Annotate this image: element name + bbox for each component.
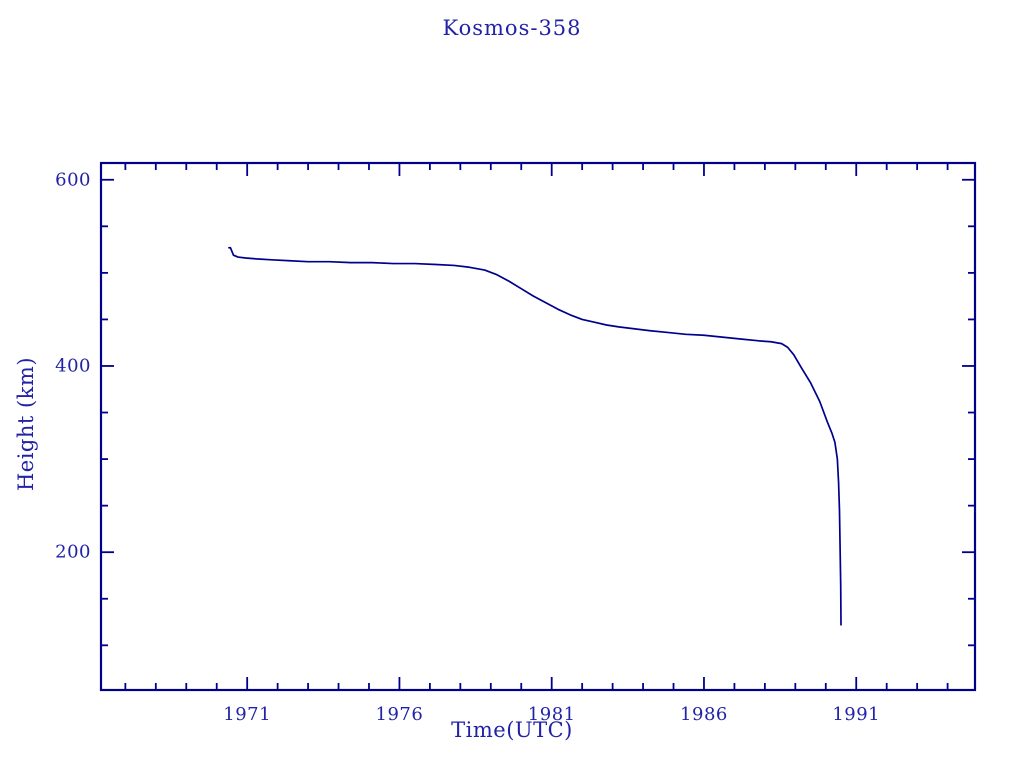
x-tick-label: 1971: [223, 704, 272, 725]
y-tick-label: 400: [55, 355, 91, 377]
y-tick-label: 600: [55, 169, 91, 191]
series-line-0: [228, 246, 842, 626]
chart-title: Kosmos-358: [442, 16, 582, 40]
x-tick-label: 1981: [527, 704, 576, 725]
y-tick-label: 200: [55, 541, 91, 563]
axis-ticks: [101, 163, 975, 690]
axes-frame: [99, 161, 977, 692]
data-series: [228, 246, 842, 626]
x-axis-label: Time(UTC): [451, 718, 573, 742]
x-tick-label: 1986: [680, 704, 728, 725]
x-tick-label: 1991: [832, 704, 881, 725]
x-tick-label: 1976: [375, 704, 424, 725]
